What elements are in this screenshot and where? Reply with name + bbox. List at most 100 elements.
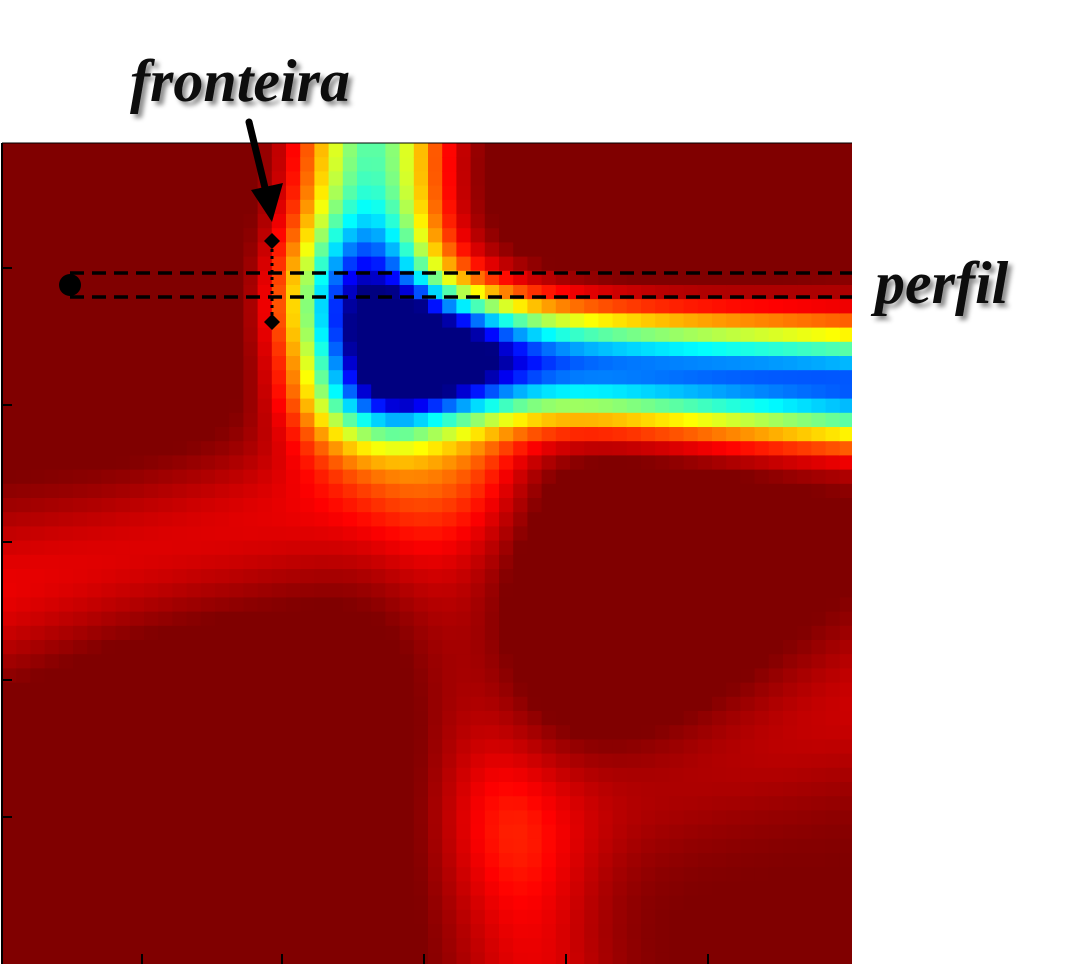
heatmap-cell <box>172 711 188 726</box>
heatmap-cell <box>470 341 486 357</box>
heatmap-cell <box>442 427 457 442</box>
heatmap-cell <box>541 668 557 684</box>
heatmap-cell <box>2 299 17 314</box>
heatmap-cell <box>73 256 88 272</box>
heatmap-cell <box>158 810 173 826</box>
heatmap-cell <box>129 583 145 598</box>
heatmap-cell <box>357 526 372 542</box>
heatmap-cell <box>158 143 173 158</box>
heatmap-cell <box>499 554 514 570</box>
heatmap-cell <box>371 952 386 964</box>
heatmap-cell <box>16 242 31 258</box>
heatmap-cell <box>16 384 31 400</box>
heatmap-cell <box>712 867 727 882</box>
heatmap-cell <box>570 782 585 797</box>
heatmap-cell <box>484 370 500 385</box>
heatmap-cell <box>612 867 628 882</box>
heatmap-cell <box>399 796 415 811</box>
heatmap-cell <box>101 157 117 172</box>
heatmap-cell <box>44 384 60 400</box>
heatmap-cell <box>555 611 571 627</box>
heatmap-cell <box>825 924 841 939</box>
heatmap-cell <box>470 171 486 187</box>
heatmap-cell <box>144 171 159 187</box>
heatmap-cell <box>683 299 699 314</box>
heatmap-cell <box>30 228 46 243</box>
heatmap-cell <box>527 327 543 343</box>
heatmap-cell <box>257 767 273 783</box>
heatmap-cell <box>598 356 614 371</box>
heatmap-cell <box>342 540 358 556</box>
heatmap-cell <box>314 668 330 684</box>
heatmap-cell <box>513 569 528 584</box>
heatmap-cell <box>144 242 159 258</box>
heatmap-cell <box>87 554 102 570</box>
heatmap-cell <box>357 143 372 158</box>
heatmap-cell <box>371 853 386 868</box>
heatmap-cell <box>839 157 852 172</box>
heatmap-cell <box>129 313 145 329</box>
heatmap-cell <box>726 370 741 385</box>
heatmap-cell <box>243 767 259 783</box>
heatmap-cell <box>399 199 415 215</box>
heatmap-cell <box>186 143 202 158</box>
heatmap-cell <box>87 441 102 456</box>
heatmap-cell <box>456 554 472 570</box>
heatmap-cell <box>200 625 216 641</box>
heatmap-cell <box>300 256 315 272</box>
heatmap-cell <box>413 739 429 755</box>
heatmap-cell <box>839 924 852 939</box>
heatmap-cell <box>115 909 131 925</box>
heatmap-cell <box>768 398 784 414</box>
heatmap-cell <box>144 838 159 854</box>
heatmap-cell <box>712 526 727 542</box>
heatmap-cell <box>215 185 230 201</box>
heatmap-cell <box>2 654 17 669</box>
heatmap-cell <box>371 143 386 158</box>
heatmap-cell <box>598 881 614 897</box>
heatmap-cell <box>115 640 131 655</box>
heatmap-cell <box>825 682 841 698</box>
heatmap-cell <box>300 412 315 428</box>
heatmap-cell <box>839 895 852 911</box>
heatmap-cell <box>243 810 259 826</box>
heatmap-cell <box>215 682 230 698</box>
heatmap-cell <box>399 512 415 527</box>
heatmap-cell <box>115 739 131 755</box>
heatmap-cell <box>456 767 472 783</box>
heatmap-cell <box>16 185 31 201</box>
heatmap-cell <box>314 810 330 826</box>
heatmap-cell <box>44 796 60 811</box>
heatmap-cell <box>158 611 173 627</box>
heatmap-cell <box>726 540 741 556</box>
heatmap-cell <box>314 796 330 811</box>
heatmap-cell <box>413 895 429 911</box>
heatmap-cell <box>513 909 528 925</box>
heatmap-cell <box>58 469 74 485</box>
heatmap-cell <box>527 469 543 485</box>
heatmap-cell <box>428 327 443 343</box>
heatmap-cell <box>555 171 571 187</box>
heatmap-cell <box>811 455 827 471</box>
heatmap-cell <box>286 696 301 712</box>
heatmap-cell <box>371 682 386 698</box>
heatmap-cell <box>385 412 401 428</box>
heatmap-cell <box>101 356 117 371</box>
heatmap-cell <box>286 711 301 726</box>
heatmap-cell <box>44 483 60 499</box>
heatmap-cell <box>44 171 60 187</box>
heatmap-cell <box>115 412 131 428</box>
heatmap-cell <box>215 341 230 357</box>
heatmap-cell <box>243 881 259 897</box>
heatmap-cell <box>271 412 287 428</box>
heatmap-cell <box>2 938 17 953</box>
heatmap-cell <box>144 512 159 527</box>
heatmap-cell <box>484 512 500 527</box>
heatmap-cell <box>328 682 344 698</box>
heatmap-cell <box>115 256 131 272</box>
heatmap-cell <box>598 228 614 243</box>
heatmap-cell <box>484 952 500 964</box>
heatmap-cell <box>712 938 727 953</box>
heatmap-cell <box>442 356 457 371</box>
heatmap-cell <box>456 256 472 272</box>
